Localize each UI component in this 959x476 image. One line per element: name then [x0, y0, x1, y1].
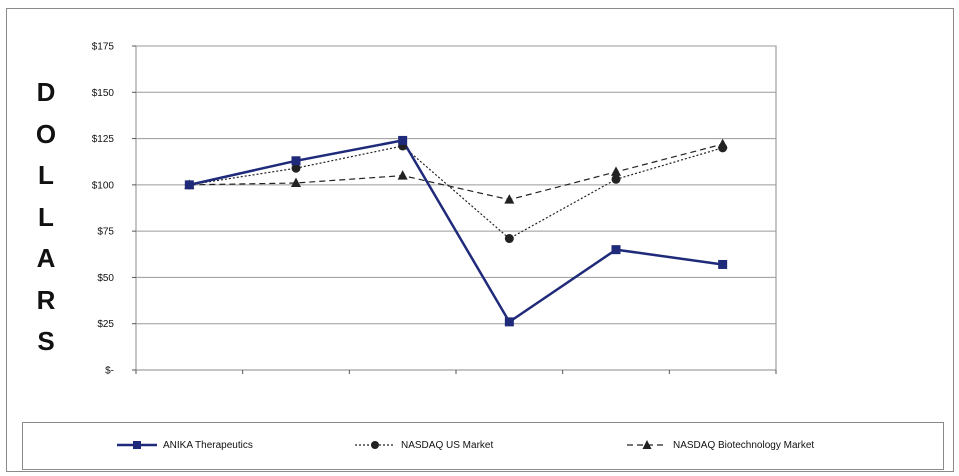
legend-label: NASDAQ Biotechnology Market — [673, 439, 815, 451]
data-point — [504, 194, 515, 204]
y-tick-label: $25 — [97, 319, 114, 330]
data-point — [291, 163, 301, 173]
y-axis-label-letter: D — [36, 77, 56, 107]
data-point — [718, 259, 728, 269]
y-axis-label-letter: L — [38, 201, 54, 232]
legend-label: NASDAQ US Market — [401, 439, 494, 451]
y-axis-label-letter: R — [36, 284, 56, 315]
legend-swatch — [117, 441, 157, 449]
y-tick-label: $100 — [92, 180, 115, 191]
legend-swatch — [627, 440, 667, 449]
y-axis-label-letter: A — [36, 243, 56, 273]
series-line — [189, 143, 723, 201]
y-tick-label: $125 — [92, 134, 115, 145]
data-point — [397, 170, 408, 180]
data-point — [504, 317, 514, 327]
series-line — [189, 139, 723, 324]
series-line — [189, 145, 723, 240]
data-point — [504, 234, 514, 244]
data-point — [184, 180, 194, 190]
plot-area — [135, 45, 777, 371]
data-point — [718, 143, 728, 153]
y-tick-label: $- — [105, 366, 114, 377]
y-axis-label-letter: L — [38, 160, 54, 190]
data-point — [291, 177, 301, 188]
legend: ANIKA Therapeutics NASDAQ US Market NASDAQ… — [22, 422, 944, 470]
legend-entry: NASDAQ US Market — [353, 439, 493, 451]
legend-swatch — [355, 441, 395, 449]
y-axis-label-letter: O — [35, 118, 57, 149]
y-tick-label: $175 — [92, 42, 115, 53]
data-point — [611, 245, 621, 255]
y-axis-label-letter: S — [37, 326, 55, 356]
y-tick-label: $150 — [92, 88, 115, 99]
legend-entry: ANIKA Therapeutics — [115, 439, 253, 451]
legend-entry: NASDAQ Biotechnology Market — [625, 439, 814, 451]
data-point — [611, 174, 621, 184]
chart-frame — [6, 8, 954, 472]
data-point — [398, 135, 408, 145]
y-tick-label: $50 — [97, 273, 114, 284]
legend-label: ANIKA Therapeutics — [163, 439, 253, 451]
y-tick-label: $75 — [97, 227, 114, 238]
data-point — [291, 156, 301, 166]
data-point — [611, 166, 621, 176]
